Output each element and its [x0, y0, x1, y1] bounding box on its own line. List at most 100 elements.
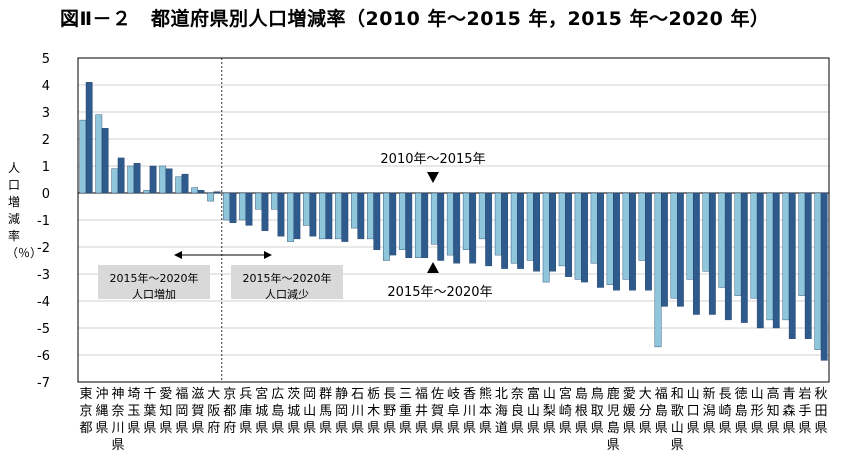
bar	[229, 192, 237, 223]
y-tick-label: -5	[37, 322, 50, 337]
bar	[702, 192, 710, 272]
bar	[85, 82, 93, 194]
bar	[111, 168, 119, 194]
x-tick-label: 岩手県	[799, 387, 812, 436]
y-tick-label: -3	[37, 268, 50, 283]
bar	[558, 192, 566, 267]
y-tick-labels: 5 4 3 2 1 0 -1 -2 -3 -4 -5 -6 -7	[37, 52, 50, 391]
annotation-upper: 2010年～2015年	[380, 152, 485, 167]
bar	[277, 192, 285, 237]
bar	[430, 192, 438, 245]
bar	[191, 187, 199, 194]
x-tick-label: 高知県	[767, 386, 780, 436]
x-tick-label: 岡山県	[303, 387, 316, 436]
bar	[686, 192, 694, 280]
x-tick-label: 岐阜県	[447, 387, 460, 436]
x-tick-label: 長崎県	[719, 387, 732, 436]
bar	[453, 192, 461, 264]
bar	[590, 192, 598, 264]
annotation-lower: 2015年～2020年	[387, 285, 492, 300]
bar	[462, 192, 470, 250]
bar	[175, 176, 183, 194]
x-tick-label: 北海道	[495, 387, 508, 436]
bar	[271, 192, 278, 210]
bar	[213, 191, 221, 194]
bar	[143, 190, 151, 194]
bar	[335, 192, 342, 240]
bar	[772, 192, 780, 329]
x-tick-label: 富山県	[527, 386, 540, 436]
bar	[494, 192, 502, 256]
bar	[446, 192, 454, 256]
bar	[469, 192, 477, 264]
y-tick-label: 3	[42, 106, 50, 121]
x-tick-label: 千葉県	[143, 387, 156, 436]
bar	[533, 192, 540, 272]
bar	[437, 192, 445, 261]
increase-text: 2015年～2020年人口増加	[110, 271, 199, 301]
bar	[501, 192, 509, 269]
bar	[341, 192, 349, 242]
bar	[740, 192, 748, 323]
x-tick-label: 茨城県	[287, 387, 300, 436]
x-tick-label: 島根県	[575, 387, 588, 436]
x-tick-label: 福島県	[655, 387, 668, 436]
bar	[734, 192, 742, 296]
x-tick-label: 佐賀県	[431, 387, 444, 436]
bar	[255, 192, 262, 210]
y-tick-label: 1	[42, 160, 50, 175]
bar	[325, 192, 333, 240]
bar	[293, 192, 301, 240]
bar	[421, 192, 429, 259]
x-tick-label: 鹿児島県	[607, 386, 620, 453]
bar	[692, 192, 700, 315]
bar	[101, 127, 109, 194]
bar	[478, 192, 486, 240]
bar	[581, 192, 588, 283]
bar	[357, 192, 365, 240]
bar	[661, 192, 668, 307]
x-tick-label: 沖縄県	[95, 387, 108, 436]
x-tick-label: 兵庫県	[239, 387, 252, 436]
x-tick-label: 愛媛県	[623, 387, 636, 436]
x-tick-label: 愛知県	[159, 387, 172, 436]
x-tick-label: 秋田県	[815, 387, 828, 436]
bar	[798, 192, 806, 296]
x-tick-label: 鳥取県	[591, 387, 604, 436]
bar	[670, 192, 678, 299]
bar	[629, 192, 636, 291]
bar	[820, 192, 828, 361]
bars	[79, 82, 828, 361]
bar	[117, 157, 125, 194]
x-tick-label: 奈良県	[511, 387, 524, 436]
bar	[239, 192, 246, 221]
x-tick-label: 大分県	[639, 387, 652, 436]
down-triangle-icon	[427, 172, 439, 183]
x-tick-label: 群馬県	[319, 387, 332, 436]
y-tick-label: -2	[37, 241, 50, 256]
bar	[622, 192, 630, 280]
bar	[613, 192, 620, 291]
x-tick-label: 山口県	[687, 387, 700, 436]
bar	[149, 165, 157, 194]
y-tick-label: 0	[42, 187, 50, 202]
bar	[287, 192, 294, 242]
x-tick-label: 山形県	[751, 387, 764, 436]
bar	[382, 192, 390, 261]
bar	[79, 119, 87, 194]
x-tick-label: 宮崎県	[559, 386, 572, 436]
bar	[597, 192, 604, 288]
x-tick-label: 石川県	[351, 387, 364, 436]
bar	[565, 192, 572, 277]
decrease-text: 2015年～2020年人口減少	[243, 271, 332, 301]
bar	[804, 192, 812, 340]
x-tick-label: 新潟県	[703, 386, 716, 436]
bar	[309, 192, 317, 237]
bar	[677, 192, 684, 307]
bar	[782, 192, 790, 321]
x-tick-label: 三重県	[399, 387, 412, 436]
x-tick-label: 香川県	[463, 387, 476, 436]
x-tick-label: 東京都	[79, 386, 92, 436]
y-tick-label: -4	[37, 295, 50, 310]
bar	[606, 192, 614, 286]
